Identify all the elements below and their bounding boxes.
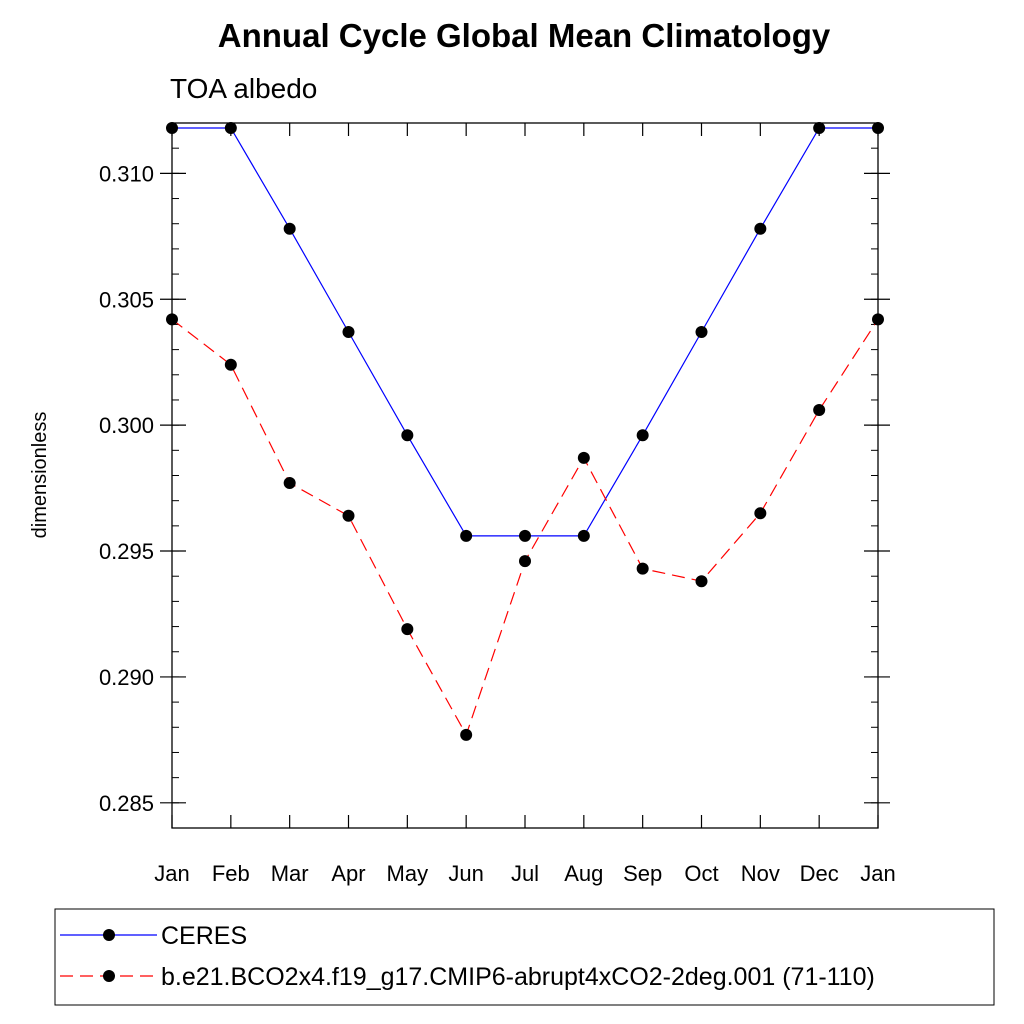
data-point [401, 429, 414, 442]
legend-box [54, 908, 995, 1006]
x-tick-label: Jul [511, 861, 539, 886]
plot-frame [171, 122, 879, 829]
data-point [754, 507, 767, 520]
x-tick-label: Jan [860, 861, 895, 886]
y-axis: 0.285 0.290 0.295 0.300 0.305 0.310 [99, 147, 890, 816]
data-point [283, 222, 296, 235]
x-tick-label: Sep [623, 861, 662, 886]
legend: CERES b.e21.BCO2x4.f19_g17.CMIP6-abrupt4x… [54, 908, 995, 1006]
x-tick-label: Apr [331, 861, 365, 886]
data-point [695, 575, 708, 588]
data-point [872, 313, 884, 326]
data-point [636, 562, 649, 575]
legend-marker [103, 970, 115, 982]
data-point [577, 529, 590, 542]
data-point [636, 429, 649, 442]
series-0 [166, 122, 884, 542]
data-point [813, 122, 826, 135]
x-tick-label: Oct [684, 861, 718, 886]
data-point [460, 529, 473, 542]
data-point [577, 451, 590, 464]
series-line [172, 127, 878, 537]
chart-title: Annual Cycle Global Mean Climatology [218, 17, 831, 54]
data-point [695, 325, 708, 338]
data-point [224, 122, 237, 135]
data-point [519, 529, 531, 542]
chart-subtitle: TOA albedo [170, 73, 317, 104]
series-1 [166, 313, 884, 741]
data-point [224, 358, 237, 371]
x-tick-label: Jun [448, 861, 483, 886]
legend-label: b.e21.BCO2x4.f19_g17.CMIP6-abrupt4xCO2-2… [161, 963, 875, 991]
y-tick-label: 0.305 [99, 287, 154, 312]
x-tick-label: Jan [154, 861, 189, 886]
data-point [401, 623, 414, 636]
legend-label: CERES [161, 922, 247, 950]
x-axis: Jan Feb Mar Apr May Jun Jul Aug Sep Oct Nov Dec Jan [154, 123, 896, 886]
data-point [166, 122, 178, 135]
data-point [754, 222, 767, 235]
series-layer [166, 122, 884, 741]
x-tick-label: May [387, 861, 429, 886]
data-point [872, 122, 884, 135]
y-tick-label: 0.285 [99, 791, 154, 816]
x-tick-label: Aug [564, 861, 603, 886]
x-tick-label: Mar [271, 861, 309, 886]
data-point [342, 509, 355, 522]
data-point [519, 555, 531, 568]
x-tick-label: Dec [800, 861, 839, 886]
x-tick-label: Nov [741, 861, 780, 886]
x-tick-label: Feb [212, 861, 250, 886]
data-point [166, 313, 178, 326]
data-point [460, 728, 473, 741]
series-line [171, 318, 879, 737]
y-tick-label: 0.310 [99, 161, 154, 186]
legend-marker [103, 929, 115, 941]
y-tick-label: 0.295 [99, 539, 154, 564]
data-point [342, 325, 355, 338]
y-axis-label: dimensionless [29, 412, 51, 539]
y-tick-label: 0.290 [99, 665, 154, 690]
data-point [283, 477, 296, 490]
data-point [813, 404, 826, 417]
y-tick-label: 0.300 [99, 413, 154, 438]
